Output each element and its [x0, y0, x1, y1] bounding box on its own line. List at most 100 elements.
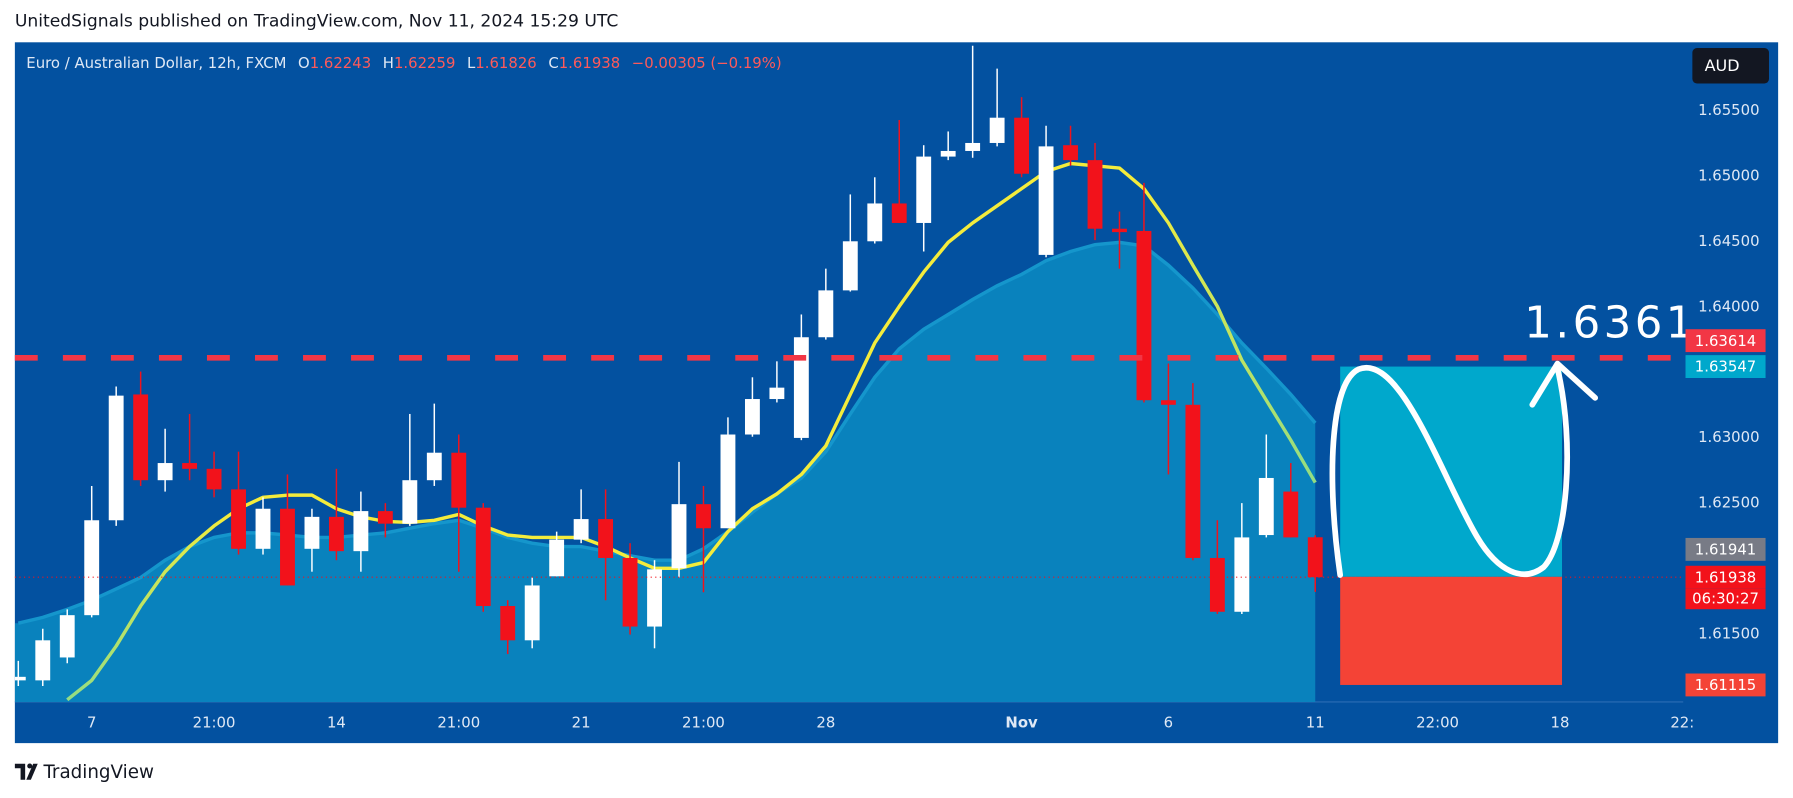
candle-body [940, 150, 956, 157]
y-tick-label: 1.61500 [1698, 625, 1759, 643]
countdown-bg [1685, 588, 1766, 610]
candle-body [108, 395, 124, 521]
x-tick-label: 21:00 [193, 714, 236, 732]
candle-body [622, 557, 638, 627]
candle-body [14, 676, 26, 681]
candle-body [1136, 230, 1152, 401]
legend-value: 1.61938 [559, 54, 620, 72]
brand-logo [14, 763, 38, 780]
candle-body [744, 399, 760, 435]
x-tick-label: 14 [327, 714, 346, 732]
candle-body [451, 452, 467, 508]
candle-body [1112, 228, 1127, 233]
freehand-arrowhead [1529, 360, 1599, 408]
logo-mark [27, 763, 33, 769]
legend-value: 1.62243 [310, 54, 371, 72]
candle-body [206, 468, 222, 490]
candle-body [524, 585, 540, 641]
candle-body [989, 117, 1005, 143]
candle-body [842, 241, 858, 291]
logo-mark [26, 763, 38, 780]
symbol-legend: Euro / Australian Dollar, 12h, FXCM O1.6… [26, 54, 781, 72]
candle-body [549, 539, 565, 577]
candle-body [1087, 160, 1103, 229]
candle-body [769, 387, 785, 400]
candle-body [255, 508, 271, 549]
logo-mark [14, 763, 26, 780]
profit-zone [1340, 366, 1563, 577]
candle-body [1258, 477, 1274, 536]
candle-body [328, 516, 344, 552]
candle-body [402, 480, 418, 524]
loss-zone [1340, 576, 1563, 685]
last-price-tag-bg [1685, 565, 1766, 589]
x-tick-label: 7 [87, 714, 96, 732]
candle-body [35, 640, 51, 681]
legend-change: −0.00305 (−0.19%) [632, 54, 782, 72]
y-tick-label: 1.63000 [1698, 428, 1759, 446]
target-price-tag-bg [1685, 355, 1766, 379]
candle-body [916, 156, 932, 223]
x-tick-label: 21 [572, 714, 591, 732]
candle-body [280, 508, 295, 586]
y-tick-label: 1.64000 [1698, 297, 1759, 315]
candle-body [1209, 557, 1225, 612]
symbol-name: Euro / Australian Dollar, 12h, FXCM [26, 54, 286, 72]
candle-body [671, 504, 687, 569]
currency-label[interactable]: AUD [1705, 56, 1740, 75]
candle-body [133, 394, 149, 481]
x-tick-label: 6 [1164, 714, 1173, 732]
x-tick-label: Nov [1005, 714, 1038, 732]
hline-price-tag: 1.63614 [1695, 332, 1756, 350]
candle-body [647, 569, 662, 627]
candle-body [475, 507, 491, 607]
candle-body [426, 452, 442, 481]
candle-body [1283, 491, 1299, 538]
candle-body [500, 606, 516, 641]
candle-body [1185, 404, 1201, 558]
target-price-tag: 1.63547 [1695, 358, 1756, 376]
candle-body [377, 511, 393, 524]
x-tick-label: 21:00 [437, 714, 480, 732]
brand-name: TradingView [42, 762, 154, 783]
y-tick-label: 1.64500 [1698, 232, 1759, 250]
x-tick-label: 22: [1670, 714, 1694, 732]
candle-body [598, 519, 614, 558]
x-tick-label: 18 [1550, 714, 1569, 732]
candle-body [1038, 146, 1054, 255]
legend-label: L [467, 54, 476, 72]
legend-label: C [548, 54, 558, 72]
legend-value: 1.62259 [394, 54, 455, 72]
y-tick-label: 1.62500 [1698, 494, 1759, 512]
y-tick-label: 1.65000 [1698, 166, 1759, 184]
candle-body [965, 142, 981, 151]
candle-body [84, 520, 100, 616]
price-axis: 1.65500 1.65000 1.64500 1.64000 1.63000 1.625… [1685, 101, 1766, 697]
candle-body [1063, 145, 1078, 161]
candle-body [1014, 117, 1030, 174]
candle-body [1234, 537, 1250, 612]
stop-price-tag: 1.61115 [1695, 676, 1756, 694]
legend-label: H [383, 54, 394, 72]
freehand-curve [1329, 364, 1570, 578]
candle-body [157, 463, 173, 481]
entry-price-tag-bg [1685, 537, 1766, 561]
legend-value: 1.61826 [475, 54, 536, 72]
currency-button[interactable] [1692, 48, 1769, 84]
candle-body [696, 504, 711, 529]
candle-body [818, 290, 834, 338]
candle-body [1307, 537, 1323, 578]
last-price-tag: 1.61938 [1695, 568, 1756, 586]
candle-body [891, 203, 907, 223]
candle-body [304, 516, 320, 549]
hline-price-tag-bg [1685, 329, 1766, 353]
moving-average-line [66, 161, 1317, 702]
entry-price-tag: 1.61941 [1695, 541, 1756, 559]
candle-body [793, 337, 809, 438]
x-tick-label: 28 [816, 714, 835, 732]
candle-body [182, 463, 198, 469]
countdown: 06:30:27 [1692, 590, 1759, 608]
x-tick-label: 21:00 [682, 714, 725, 732]
annotation-text: 1.6361 [1524, 298, 1697, 348]
